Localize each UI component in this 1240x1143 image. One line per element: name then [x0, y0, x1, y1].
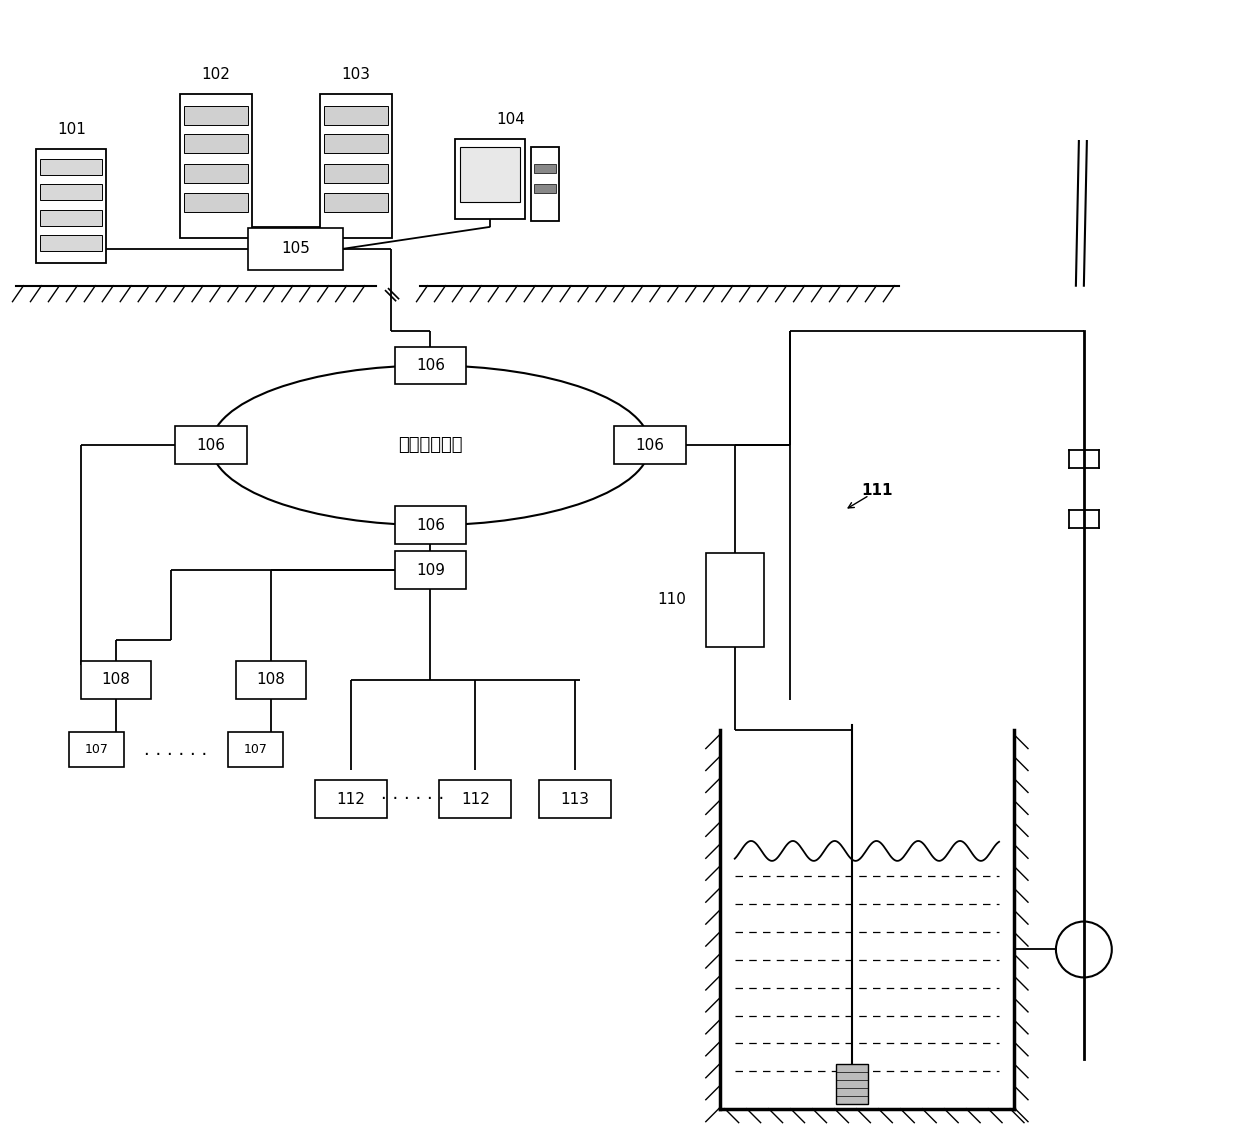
Text: 112: 112 [336, 792, 365, 807]
Text: 109: 109 [415, 562, 445, 577]
FancyBboxPatch shape [836, 1064, 868, 1104]
FancyBboxPatch shape [460, 147, 521, 202]
FancyBboxPatch shape [455, 139, 526, 218]
Text: 112: 112 [461, 792, 490, 807]
Text: 102: 102 [202, 66, 231, 81]
FancyBboxPatch shape [320, 94, 392, 238]
FancyBboxPatch shape [248, 227, 343, 270]
Text: 106: 106 [635, 438, 665, 453]
FancyBboxPatch shape [394, 506, 466, 544]
Text: 108: 108 [257, 672, 285, 687]
Text: 111: 111 [862, 482, 893, 497]
FancyBboxPatch shape [41, 159, 102, 175]
Text: · · · · · ·: · · · · · · [382, 791, 445, 808]
FancyBboxPatch shape [539, 781, 611, 818]
Text: 103: 103 [341, 66, 371, 81]
Text: 110: 110 [657, 592, 686, 607]
FancyBboxPatch shape [41, 184, 102, 200]
Text: · · · · · ·: · · · · · · [144, 745, 208, 764]
FancyBboxPatch shape [69, 733, 124, 767]
Text: 105: 105 [281, 241, 310, 256]
FancyBboxPatch shape [184, 134, 248, 153]
FancyBboxPatch shape [394, 551, 466, 589]
Text: 107: 107 [84, 743, 108, 756]
FancyBboxPatch shape [531, 146, 559, 222]
FancyBboxPatch shape [324, 193, 388, 211]
Text: 矿用以太环网: 矿用以太环网 [398, 437, 463, 454]
FancyBboxPatch shape [315, 781, 387, 818]
FancyBboxPatch shape [228, 733, 283, 767]
Text: 104: 104 [496, 112, 525, 127]
Text: 108: 108 [102, 672, 130, 687]
FancyBboxPatch shape [324, 134, 388, 153]
FancyBboxPatch shape [41, 234, 102, 250]
Text: 107: 107 [244, 743, 268, 756]
FancyBboxPatch shape [236, 661, 306, 698]
FancyBboxPatch shape [36, 149, 107, 263]
FancyBboxPatch shape [184, 193, 248, 211]
FancyBboxPatch shape [614, 426, 686, 464]
FancyBboxPatch shape [706, 552, 764, 647]
FancyBboxPatch shape [175, 426, 247, 464]
FancyBboxPatch shape [439, 781, 511, 818]
FancyBboxPatch shape [82, 661, 151, 698]
Text: 113: 113 [560, 792, 589, 807]
FancyBboxPatch shape [180, 94, 252, 238]
Text: 106: 106 [415, 358, 445, 373]
FancyBboxPatch shape [534, 184, 557, 193]
Text: 106: 106 [196, 438, 226, 453]
FancyBboxPatch shape [534, 163, 557, 173]
FancyBboxPatch shape [324, 106, 388, 125]
FancyBboxPatch shape [41, 210, 102, 226]
Text: 101: 101 [57, 121, 86, 136]
FancyBboxPatch shape [324, 163, 388, 183]
FancyBboxPatch shape [184, 106, 248, 125]
FancyBboxPatch shape [394, 346, 466, 384]
Text: 106: 106 [415, 518, 445, 533]
FancyBboxPatch shape [184, 163, 248, 183]
